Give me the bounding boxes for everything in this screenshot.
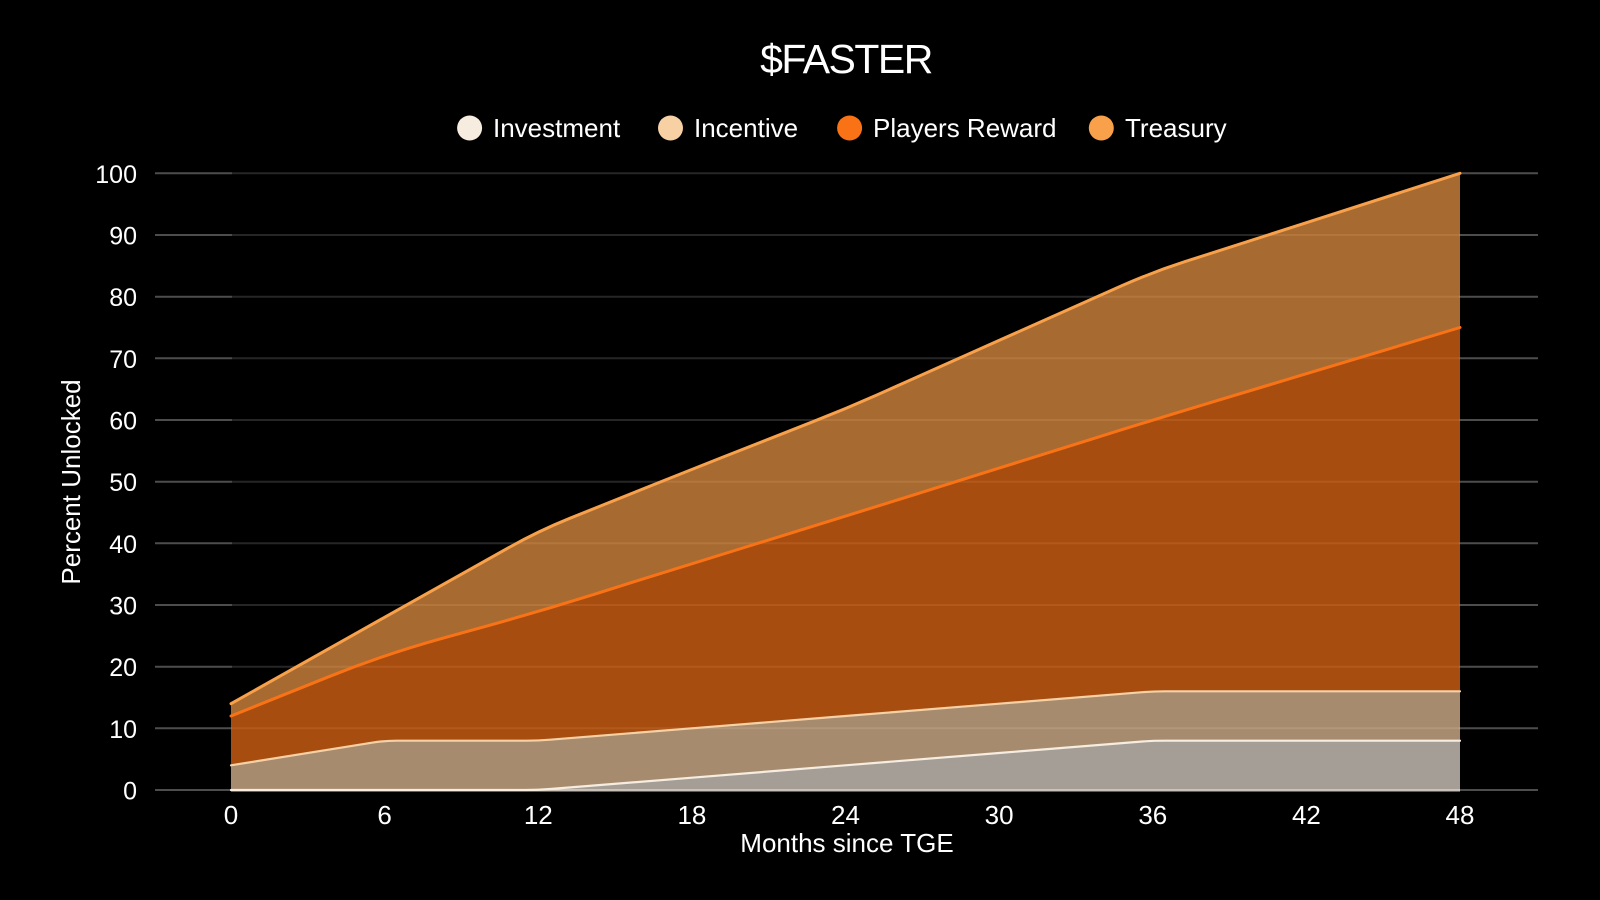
svg-text:18: 18	[677, 800, 706, 830]
svg-text:60: 60	[109, 408, 137, 436]
svg-text:Treasury: Treasury	[1125, 113, 1227, 143]
svg-text:30: 30	[109, 593, 137, 621]
svg-text:Months since TGE: Months since TGE	[740, 828, 953, 858]
svg-text:20: 20	[109, 654, 137, 682]
svg-text:$FASTER: $FASTER	[760, 36, 932, 82]
svg-text:30: 30	[985, 800, 1014, 830]
svg-text:Percent Unlocked: Percent Unlocked	[56, 379, 86, 584]
svg-text:24: 24	[831, 800, 860, 830]
svg-text:90: 90	[109, 223, 137, 251]
svg-text:80: 80	[109, 284, 137, 312]
svg-text:0: 0	[123, 778, 137, 806]
svg-text:0: 0	[224, 800, 238, 830]
svg-text:12: 12	[524, 800, 553, 830]
svg-text:70: 70	[109, 346, 137, 374]
svg-text:50: 50	[109, 469, 137, 497]
svg-text:Incentive: Incentive	[694, 113, 798, 143]
svg-text:48: 48	[1446, 800, 1475, 830]
svg-text:Investment: Investment	[493, 113, 621, 143]
svg-text:36: 36	[1138, 800, 1167, 830]
svg-text:10: 10	[109, 716, 137, 744]
svg-text:40: 40	[109, 531, 137, 559]
svg-text:42: 42	[1292, 800, 1321, 830]
svg-text:Players Reward: Players Reward	[873, 113, 1057, 143]
svg-text:100: 100	[95, 161, 137, 189]
svg-text:6: 6	[377, 800, 391, 830]
